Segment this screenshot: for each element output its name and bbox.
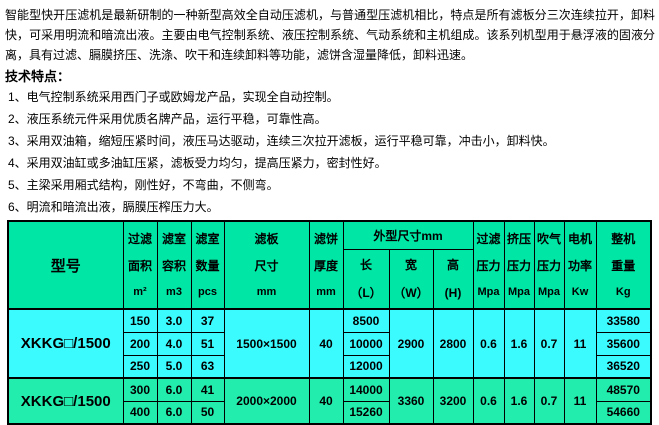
table-row: XKKG□/1500 300 6.0 41 2000×2000 40 14000… [7,377,652,425]
col-header-chamber-volume: 滤室 容积 m3 [156,220,192,310]
col-header-unit: Mpa [477,285,500,298]
blow-pressure-cell: 0.7 [533,308,565,379]
qty-cell: 51 [190,331,225,356]
col-header-unit: Kg [615,285,631,298]
weight-cell: 54660 [595,400,652,425]
col-header-unit: Mpa [538,285,560,298]
squeeze-pressure-cell: 1.6 [503,377,535,425]
feature-item: 4、采用双油缸或多油缸压紧，滤板受力均匀，提高压紧力，密封性好。 [8,156,387,170]
features-title: 技术特点： [5,69,71,84]
filter-pressure-cell: 0.6 [472,377,505,425]
filter-pressure-cell: 0.6 [472,308,505,379]
feature-item: 6、明流和暗流出液，膈膜压榨压力大。 [8,200,219,214]
length-cell: 14000 [342,377,390,402]
length-cell: 8500 [342,308,390,333]
col-header-label: 滤饼 厚度 [313,231,338,273]
volume-cell: 3.0 [156,308,192,333]
col-header-label: 滤室 数量 [195,231,220,273]
spec-table: 型号 过滤 面积 m² 滤室 容积 m3 滤室 数量 pcs 滤板 尺寸 mm … [7,220,652,425]
col-header-width: 宽 （W） [388,249,434,310]
col-header-chamber-qty: 滤室 数量 pcs [190,220,225,310]
height-cell: 2800 [432,308,474,379]
blow-pressure-cell: 0.7 [533,377,565,425]
col-header-unit: m3 [166,285,182,298]
plate-size-cell: 2000×2000 [223,377,310,425]
col-header-label: 整机 重量 [611,231,636,273]
col-header-length: 长 （L） [342,249,390,310]
col-header-unit: pcs [198,285,217,298]
squeeze-pressure-cell: 1.6 [503,308,535,379]
col-header-label: 过滤 压力 [476,231,501,273]
width-cell: 3360 [388,377,434,425]
col-header-filter-area: 过滤 面积 m² [122,220,158,310]
col-header-model: 型号 [7,220,124,310]
table-row: 200 4.0 51 10000 35600 [8,331,652,356]
table-row: XKKG□/1500 150 3.0 37 1500×1500 40 8500 … [7,308,652,379]
model-cell: XKKG□/1500 [7,308,124,379]
col-header-unit: （L） [350,286,382,301]
col-header-filter-pressure: 过滤 压力 Mpa [472,220,505,310]
col-header-plate-size: 滤板 尺寸 mm [223,220,310,310]
area-cell: 150 [122,308,158,333]
col-header-squeeze-pressure: 挤压 压力 Mpa [503,220,535,310]
qty-cell: 63 [190,354,225,379]
length-cell: 10000 [342,331,390,356]
col-header-unit: (H) [444,286,462,301]
col-header-unit: Mpa [508,285,530,298]
col-header-unit: （W） [393,286,429,301]
qty-cell: 50 [190,400,225,425]
col-header-total-weight: 整机 重量 Kg [595,220,652,310]
intro-paragraph: 智能型快开压滤机是最新研制的一种新型高效全自动压滤机，与普通型压滤机相比，特点是… [5,8,655,62]
plate-size-cell: 1500×1500 [223,308,310,379]
col-header-label: 滤室 容积 [161,231,186,273]
volume-cell: 5.0 [156,354,192,379]
weight-cell: 36520 [595,354,652,379]
length-cell: 15260 [342,400,390,425]
motor-power-cell: 11 [563,308,597,379]
col-header-label: 过滤 面积 [127,231,152,273]
col-header-unit: mm [256,285,277,298]
feature-item: 2、液压系统元件采用优质名牌产品，运行平稳，可靠性高。 [8,112,327,126]
col-header-label: 宽 [404,258,417,273]
col-header-blow-pressure: 吹气 压力 Mpa [533,220,565,310]
area-cell: 400 [122,400,158,425]
feature-item: 5、主梁采用厢式结构，刚性好，不弯曲，不侧弯。 [8,178,279,192]
col-header-label: 吹气 压力 [536,231,561,273]
height-cell: 3200 [432,377,474,425]
feature-item: 1、电气控制系统采用西门子或欧姆龙产品，实现全自动控制。 [8,90,339,104]
length-cell: 12000 [342,354,390,379]
volume-cell: 4.0 [156,331,192,356]
model-cell: XKKG□/1500 [7,377,124,425]
volume-cell: 6.0 [156,400,192,425]
col-header-label: 挤压 压力 [506,231,531,273]
col-header-height: 高 (H) [432,249,474,310]
features-list: 1、电气控制系统采用西门子或欧姆龙产品，实现全自动控制。 2、液压系统元件采用优… [0,86,659,218]
area-cell: 300 [122,377,158,402]
area-cell: 250 [122,354,158,379]
weight-cell: 48570 [595,377,652,402]
area-cell: 200 [122,331,158,356]
col-header-label: 电机 功率 [567,231,592,273]
col-header-unit: mm [316,285,336,298]
cake-thickness-cell: 40 [308,308,344,379]
col-header-label: 滤板 尺寸 [254,231,279,273]
volume-cell: 6.0 [156,377,192,402]
qty-cell: 37 [190,308,225,333]
cake-thickness-cell: 40 [308,377,344,425]
col-header-dims-group: 外型尺寸mm [342,220,474,251]
weight-cell: 33580 [595,308,652,333]
col-header-label: 长 [359,258,372,273]
qty-cell: 41 [190,377,225,402]
width-cell: 2900 [388,308,434,379]
table-row: 250 5.0 63 12000 36520 [8,354,652,379]
col-header-unit: Kw [571,285,589,298]
col-header-unit: m² [133,285,147,298]
col-header-label: 高 [446,258,459,273]
col-header-motor-power: 电机 功率 Kw [563,220,597,310]
motor-power-cell: 11 [563,377,597,425]
col-header-cake-thickness: 滤饼 厚度 mm [308,220,344,310]
feature-item: 3、采用双油箱，缩短压紧时间，液压马达驱动，连续三次拉开滤板，运行平稳可靠，冲击… [8,134,555,148]
weight-cell: 35600 [595,331,652,356]
